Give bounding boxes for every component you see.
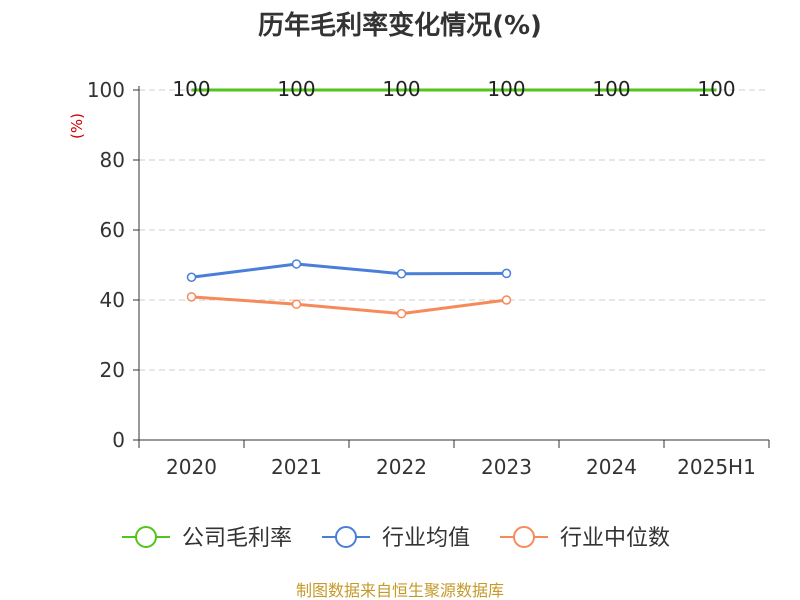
legend-item-0[interactable]: 公司毛利率 [122, 526, 292, 551]
y-tick-label-60: 60 [100, 218, 125, 242]
data-labels: 100 100 100 100 100 100 [172, 77, 735, 101]
y-tick-label-20: 20 [100, 358, 125, 382]
y-tick-label-80: 80 [100, 148, 125, 172]
y-tick-labels: 0 20 40 60 80 100 [87, 78, 125, 452]
data-point-1-2 [396, 269, 407, 279]
y-tick-label-0: 0 [112, 428, 125, 452]
y-tick-label-100: 100 [87, 78, 125, 102]
legend-label-1: 行业均值 [382, 526, 470, 551]
legend-swatch-marker-2 [513, 526, 535, 548]
data-point-1-0 [186, 272, 197, 282]
legend[interactable]: 公司毛利率 行业均值 行业中位数 [122, 526, 670, 551]
data-label-0-1: 100 [277, 77, 315, 101]
data-point-1-1 [291, 259, 302, 269]
grid-lines [139, 89, 769, 371]
legend-swatch-marker-1 [335, 526, 357, 548]
y-axis-unit: (%) [68, 113, 86, 139]
data-label-0-3: 100 [487, 77, 525, 101]
x-tick-label-2021: 2021 [271, 455, 322, 479]
data-label-0-4: 100 [592, 77, 630, 101]
legend-item-2[interactable]: 行业中位数 [500, 526, 670, 551]
legend-label-2: 行业中位数 [560, 526, 670, 551]
series-markers [186, 259, 512, 319]
legend-label-0: 公司毛利率 [182, 526, 292, 551]
legend-item-1[interactable]: 行业均值 [322, 526, 470, 551]
data-label-0-0: 100 [172, 77, 210, 101]
x-tick-label-2020: 2020 [166, 455, 217, 479]
data-label-0-2: 100 [382, 77, 420, 101]
series-lines [191, 88, 717, 316]
x-tick-label-2022: 2022 [376, 455, 427, 479]
source-note: 制图数据来自恒生聚源数据库 [296, 581, 504, 600]
legend-swatch-marker-0 [135, 526, 157, 548]
x-tick-label-2023: 2023 [481, 455, 532, 479]
y-tick-label-40: 40 [100, 288, 125, 312]
x-tick-label-2025H1: 2025H1 [677, 455, 756, 479]
axes [133, 86, 770, 448]
data-label-0-5: 100 [697, 77, 735, 101]
series-line-1 [191, 262, 507, 279]
x-tick-label-2024: 2024 [586, 455, 637, 479]
data-point-2-2 [396, 308, 407, 319]
series-line-2 [191, 295, 507, 316]
data-point-2-3 [501, 295, 512, 305]
chart-title: 历年毛利率变化情况(%) [258, 10, 542, 41]
data-point-2-0 [186, 292, 197, 302]
x-tick-labels: 2020 2021 2022 2023 2024 2025H1 [166, 455, 756, 479]
data-point-2-1 [291, 299, 302, 309]
data-point-1-3 [501, 268, 512, 279]
